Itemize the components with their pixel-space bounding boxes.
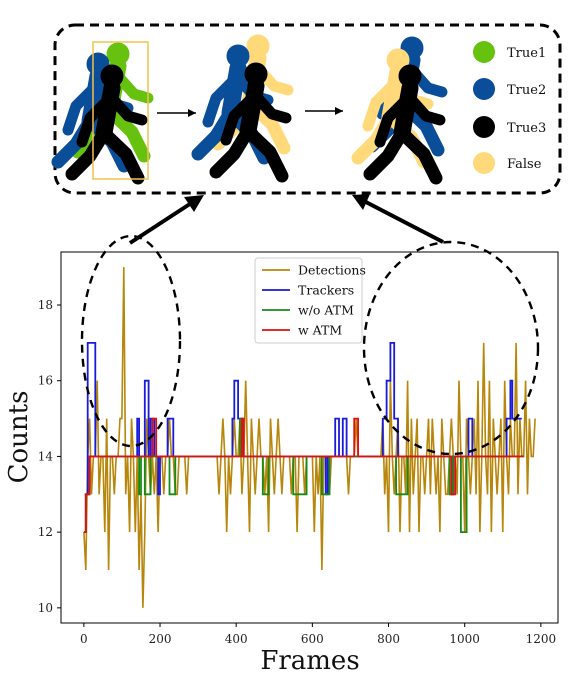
legend-true3-swatch <box>473 116 495 138</box>
scene-2 <box>198 35 288 176</box>
legend-label: Detections <box>298 263 366 278</box>
y-tick-label: 18 <box>38 298 53 312</box>
y-tick-label: 14 <box>38 449 54 463</box>
legend-true3-label: True3 <box>507 121 546 136</box>
arrow-2-head-icon <box>335 107 343 115</box>
x-tick-label: 200 <box>149 632 172 646</box>
tracking-illustration: True1 True2 True3 False <box>55 25 560 193</box>
x-axis: 0 200 400 600 800 1000 1200 <box>80 623 556 646</box>
legend-false-label: False <box>507 157 542 172</box>
y-axis: 10 12 14 16 18 <box>38 298 61 615</box>
legend-true1-swatch <box>473 41 495 63</box>
legend-true1-label: True1 <box>507 46 546 61</box>
legend-label: w/o ATM <box>298 303 354 318</box>
y-tick-label: 16 <box>38 374 53 388</box>
illustration-legend: True1 True2 True3 False <box>473 41 546 174</box>
legend-true2-label: True2 <box>507 83 546 98</box>
x-tick-label: 800 <box>377 632 400 646</box>
x-axis-title: Frames <box>260 646 359 676</box>
arrow-1-head-icon <box>188 109 196 117</box>
legend-false-swatch <box>473 152 495 174</box>
pointer-arrow-right <box>362 200 443 242</box>
legend-label: w ATM <box>298 323 342 338</box>
y-tick-label: 12 <box>38 525 53 539</box>
legend-true2-swatch <box>473 78 495 100</box>
y-axis-title: Counts <box>4 391 34 484</box>
scene-3 <box>358 37 442 178</box>
y-tick-label: 10 <box>38 601 53 615</box>
x-tick-label: 0 <box>80 632 88 646</box>
x-tick-label: 1200 <box>526 632 557 646</box>
pointer-arrow-left <box>130 200 196 243</box>
x-tick-label: 1000 <box>449 632 480 646</box>
chart-legend: Detections Trackers w/o ATM w ATM <box>255 258 366 343</box>
x-tick-label: 600 <box>301 632 324 646</box>
legend-label: Trackers <box>298 283 354 298</box>
x-tick-label: 400 <box>225 632 248 646</box>
scene-1 <box>58 42 148 179</box>
